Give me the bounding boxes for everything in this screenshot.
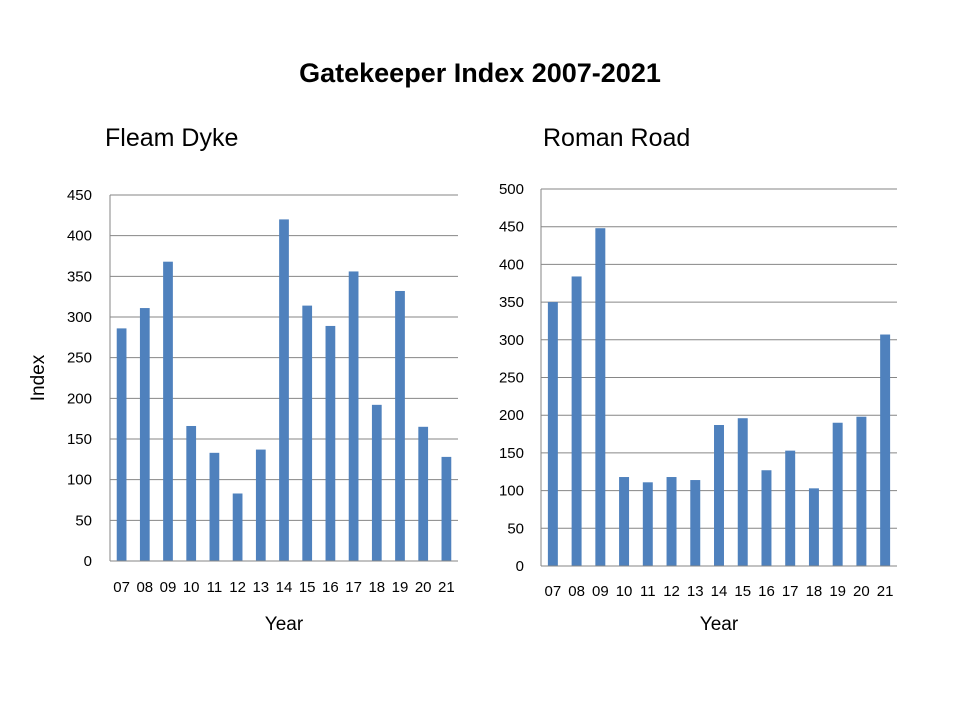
roman-road-x-tick-label: 20 <box>853 583 870 600</box>
fleam-dyke-y-tick-label: 450 <box>67 187 92 204</box>
roman-road-y-tick-label: 500 <box>499 181 524 198</box>
fleam-dyke-y-tick-label: 150 <box>67 431 92 448</box>
roman-road-x-tick-label: 17 <box>782 583 799 600</box>
roman-road-y-tick-label: 150 <box>499 445 524 462</box>
fleam-dyke-bar <box>163 261 173 561</box>
roman-road-x-axis-label: Year <box>700 614 739 635</box>
fleam-dyke-bar <box>371 404 382 561</box>
fleam-dyke-y-tick-label: 0 <box>84 553 92 570</box>
roman-road-bar <box>619 477 630 566</box>
fleam-dyke-x-tick-label: 13 <box>252 579 269 596</box>
fleam-dyke-bar <box>139 308 150 561</box>
fleam-dyke-x-tick-label: 15 <box>299 579 316 596</box>
fleam-dyke-bar <box>232 493 243 561</box>
fleam-dyke-x-tick-label: 21 <box>438 579 455 596</box>
fleam-dyke-x-tick-label: 12 <box>229 579 246 596</box>
fleam-dyke-bar <box>395 290 405 561</box>
roman-road-bar <box>714 425 724 566</box>
roman-road-bar <box>571 276 582 566</box>
roman-road-x-tick-label: 11 <box>640 583 656 600</box>
roman-road-y-tick-label: 50 <box>507 520 524 537</box>
roman-road-x-tick-label: 15 <box>734 583 751 600</box>
roman-road-bar <box>737 418 748 566</box>
roman-road-bar <box>642 482 653 566</box>
roman-road-x-tick-label: 19 <box>829 583 846 600</box>
fleam-dyke-x-tick-label: 09 <box>160 579 177 596</box>
fleam-dyke-y-tick-label: 50 <box>75 512 92 529</box>
fleam-dyke-bar <box>302 305 313 561</box>
chart-title-roman-road: Roman Road <box>543 124 691 152</box>
roman-road-y-tick-label: 400 <box>499 256 524 273</box>
fleam-dyke-x-tick-label: 18 <box>368 579 385 596</box>
roman-road-bar <box>808 488 819 566</box>
fleam-dyke-x-tick-label: 16 <box>322 579 339 596</box>
fleam-dyke-bar <box>255 449 266 561</box>
fleam-dyke-bar <box>348 271 359 561</box>
roman-road-x-tick-label: 09 <box>592 583 609 600</box>
fleam-dyke-x-tick-label: 20 <box>415 579 432 596</box>
fleam-dyke-y-tick-label: 250 <box>67 350 92 367</box>
fleam-dyke-x-tick-label: 10 <box>183 579 200 596</box>
roman-road-y-tick-label: 250 <box>499 370 524 387</box>
roman-road-y-tick-label: 450 <box>499 219 524 236</box>
roman-road-bar <box>761 470 772 566</box>
fleam-dyke-y-tick-label: 300 <box>67 309 92 326</box>
fleam-dyke-y-axis-label: Index <box>28 354 49 401</box>
fleam-dyke-bar <box>325 325 336 561</box>
roman-road-bar <box>880 334 891 566</box>
fleam-dyke-y-tick-label: 200 <box>67 390 92 407</box>
roman-road-bar <box>832 422 843 566</box>
fleam-dyke-bar <box>186 425 197 561</box>
roman-road-y-tick-label: 300 <box>499 332 524 349</box>
fleam-dyke-x-tick-label: 07 <box>113 579 130 596</box>
roman-road-x-tick-label: 13 <box>687 583 704 600</box>
fleam-dyke-bar <box>209 452 220 561</box>
roman-road-x-tick-label: 16 <box>758 583 775 600</box>
roman-road-x-tick-label: 12 <box>663 583 680 600</box>
roman-road-x-tick-label: 08 <box>568 583 585 600</box>
fleam-dyke-x-axis-label: Year <box>265 614 304 635</box>
fleam-dyke-x-tick-label: 14 <box>276 579 293 596</box>
fleam-dyke-y-tick-label: 400 <box>67 228 92 245</box>
roman-road-y-tick-label: 0 <box>516 558 524 575</box>
roman-road-x-tick-label: 21 <box>877 583 894 600</box>
roman-road-y-tick-label: 350 <box>499 294 524 311</box>
fleam-dyke-x-tick-label: 17 <box>345 579 362 596</box>
roman-road-bar <box>595 228 606 566</box>
roman-road-y-tick-label: 100 <box>499 483 524 500</box>
roman-road-bar <box>785 450 796 566</box>
fleam-dyke-y-tick-label: 350 <box>67 268 92 285</box>
roman-road-x-tick-label: 14 <box>711 583 728 600</box>
fleam-dyke-bar <box>418 426 429 561</box>
fleam-dyke-x-tick-label: 19 <box>392 579 409 596</box>
fleam-dyke-bar <box>279 219 289 561</box>
roman-road-bar <box>547 302 558 566</box>
roman-road-bar <box>856 416 867 566</box>
roman-road-y-tick-label: 200 <box>499 407 524 424</box>
chart-title-fleam-dyke: Fleam Dyke <box>105 124 239 152</box>
fleam-dyke-bar <box>116 328 127 561</box>
roman-road-bar <box>690 480 701 566</box>
fleam-dyke-y-tick-label: 100 <box>67 472 92 489</box>
fleam-dyke-bar <box>441 456 452 561</box>
fleam-dyke-x-tick-label: 11 <box>207 579 223 596</box>
roman-road-bar <box>666 477 677 566</box>
roman-road-x-tick-label: 18 <box>806 583 823 600</box>
roman-road-x-tick-label: 07 <box>545 583 562 600</box>
roman-road-x-tick-label: 10 <box>616 583 633 600</box>
page-title: Gatekeeper Index 2007-2021 <box>299 58 661 88</box>
fleam-dyke-x-tick-label: 08 <box>136 579 153 596</box>
